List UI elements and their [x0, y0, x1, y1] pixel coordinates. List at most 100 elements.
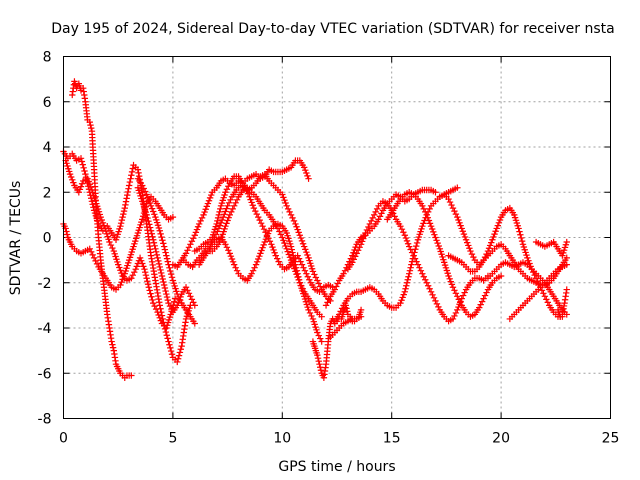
data-point-interp: [333, 283, 340, 290]
data-point-interp: [249, 202, 256, 209]
data-point-interp: [140, 263, 147, 270]
data-point-interp: [89, 251, 96, 259]
data-point: [318, 313, 325, 320]
data-point-interp: [147, 290, 154, 297]
data-point-interp: [80, 164, 87, 172]
data-point: [255, 213, 262, 221]
data-point-interp: [422, 276, 429, 283]
data-point-interp: [314, 354, 322, 362]
data-point-interp: [157, 230, 164, 238]
data-point: [257, 250, 264, 257]
data-point: [250, 204, 258, 212]
data-point: [316, 361, 323, 368]
data-point: [143, 211, 150, 219]
data-point: [462, 236, 470, 243]
data-point-interp: [144, 194, 151, 201]
chart-title: Day 195 of 2024, Sidereal Day-to-day VTE…: [51, 21, 614, 37]
data-point-interp: [109, 341, 116, 348]
data-point-interp: [356, 244, 363, 251]
x-axis-label: GPS time / hours: [278, 459, 395, 475]
data-point: [309, 268, 317, 275]
data-point: [224, 202, 231, 210]
data-point: [246, 193, 253, 200]
data-point-interp: [413, 239, 421, 247]
data-point-interp: [218, 216, 226, 224]
data-point-interp: [263, 233, 271, 240]
data-point-interp: [152, 305, 160, 313]
data-point-interp: [233, 267, 241, 274]
data-point-interp: [122, 198, 130, 205]
data-point-interp: [301, 267, 309, 274]
data-point-interp: [223, 244, 231, 251]
data-point: [322, 302, 330, 309]
data-point-interp: [540, 290, 547, 297]
data-point: [191, 302, 198, 309]
data-point-interp: [481, 253, 489, 261]
data-point-interp: [152, 248, 160, 256]
data-point-interp: [217, 205, 224, 213]
data-point-interp: [89, 201, 96, 208]
data-point-interp: [78, 180, 86, 187]
data-point: [563, 286, 570, 293]
data-point-interp: [88, 124, 95, 132]
data-point: [454, 306, 461, 314]
data-point-interp: [266, 238, 274, 245]
data-point-interp: [343, 264, 350, 271]
data-point: [287, 243, 295, 250]
series-track-21: [327, 313, 365, 341]
data-point-interp: [159, 275, 166, 283]
data-point-interp: [372, 208, 379, 216]
data-point-interp: [324, 299, 331, 306]
data-point: [195, 220, 203, 228]
data-point-interp: [282, 199, 289, 207]
data-point-interp: [403, 237, 411, 245]
data-point-interp: [229, 258, 237, 266]
data-point: [226, 211, 233, 219]
data-point-interp: [197, 217, 204, 225]
data-point: [128, 275, 135, 282]
data-point: [296, 232, 304, 239]
data-point-interp: [256, 252, 263, 260]
data-point: [174, 358, 181, 366]
data-point-interp: [281, 239, 288, 247]
data-point-interp: [282, 242, 289, 250]
data-point-interp: [302, 246, 309, 253]
data-point-interp: [446, 198, 454, 206]
data-point-interp: [176, 296, 184, 304]
data-point-interp: [344, 308, 351, 315]
data-point: [305, 175, 312, 182]
data-point: [132, 265, 139, 273]
data-point: [427, 288, 435, 295]
data-point: [563, 238, 570, 246]
data-point-interp: [153, 251, 161, 259]
data-point-interp: [459, 292, 467, 299]
data-point-interp: [148, 293, 155, 300]
data-point-interp: [270, 246, 277, 254]
data-point: [136, 254, 144, 262]
data-point: [497, 272, 505, 280]
data-point-interp: [251, 264, 258, 271]
data-point-interp: [289, 249, 296, 256]
data-point: [222, 241, 229, 248]
data-point-interp: [232, 264, 239, 271]
data-point-interp: [491, 230, 498, 238]
data-point-interp: [253, 258, 261, 266]
data-point: [480, 295, 487, 302]
data-point-interp: [202, 206, 209, 213]
data-point-interp: [141, 188, 149, 195]
data-point-interp: [286, 254, 294, 261]
x-tick-label: 20: [492, 431, 510, 447]
data-point: [366, 220, 374, 228]
data-point: [375, 216, 382, 223]
data-point-interp: [168, 274, 176, 281]
data-point-interp: [171, 298, 178, 305]
data-point: [515, 225, 522, 232]
data-point-interp: [214, 214, 222, 222]
data-point-interp: [460, 230, 468, 238]
data-point-interp: [177, 346, 184, 353]
series-track-7: [191, 170, 334, 305]
data-point: [298, 261, 306, 268]
data-point: [174, 302, 181, 309]
data-point-interp: [430, 228, 437, 236]
data-point: [314, 351, 321, 359]
